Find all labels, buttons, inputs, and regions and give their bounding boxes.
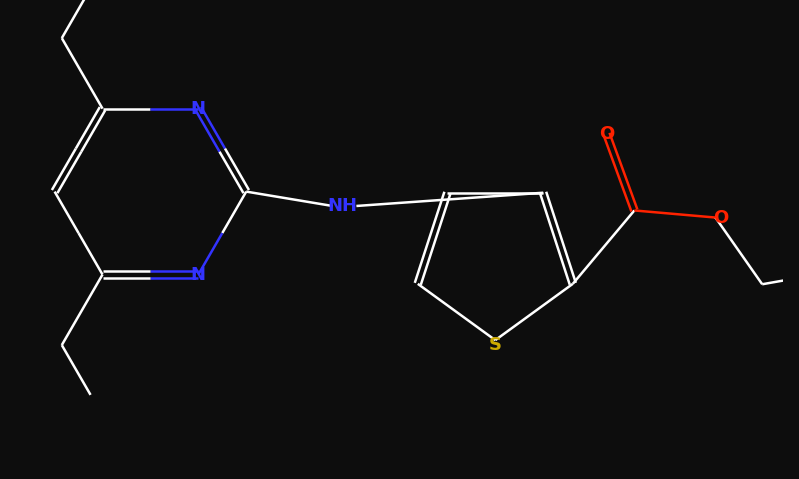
Text: S: S [489, 336, 502, 354]
Text: N: N [191, 100, 206, 118]
Text: O: O [599, 125, 614, 143]
Text: N: N [191, 265, 206, 284]
Text: O: O [713, 208, 728, 227]
Text: NH: NH [327, 197, 357, 215]
